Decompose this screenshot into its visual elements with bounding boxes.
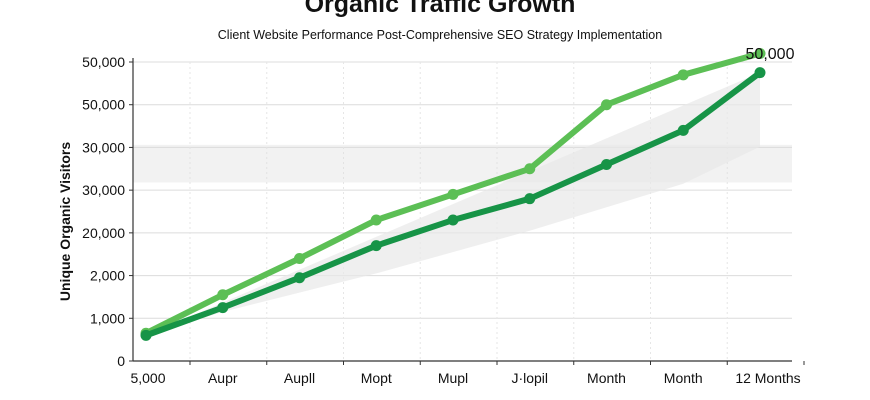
x-tick-label: Aupr bbox=[208, 370, 238, 386]
x-tick-label: Month bbox=[664, 370, 703, 386]
y-tick-label: 30,000 bbox=[82, 182, 125, 198]
data-point bbox=[677, 69, 689, 81]
y-tick-label: 50,000 bbox=[82, 54, 125, 70]
axes bbox=[129, 58, 805, 365]
data-point bbox=[601, 159, 612, 171]
y-tick-label: 50,000 bbox=[82, 97, 125, 113]
x-tick-label: J·lopil bbox=[511, 370, 548, 386]
data-point bbox=[370, 214, 382, 226]
data-point bbox=[217, 302, 229, 314]
y-tick-label: 20,000 bbox=[82, 225, 125, 241]
x-tick-label: 5,000 bbox=[130, 370, 165, 386]
x-tick-label: Aupll bbox=[284, 370, 315, 386]
annotation-label: 50,000 bbox=[746, 46, 795, 63]
data-point bbox=[140, 329, 152, 341]
x-tick-label: 12 Months bbox=[735, 370, 800, 386]
data-point bbox=[677, 124, 689, 136]
x-tick-label: Mupl bbox=[438, 370, 468, 386]
data-point bbox=[754, 67, 766, 79]
data-point bbox=[217, 289, 229, 301]
y-tick-label: 0 bbox=[117, 353, 125, 369]
data-point bbox=[294, 272, 305, 284]
axis-labels: 0 1,000 2,000 20,000 30,000 30,000 50,000 50,00… bbox=[82, 54, 801, 386]
chart-title: Organic Traffic Growth bbox=[304, 0, 576, 18]
data-point bbox=[524, 193, 536, 205]
y-axis-title: Unique Organic Visitors bbox=[57, 142, 73, 301]
y-tick-label: 1,000 bbox=[90, 310, 125, 326]
series-lines bbox=[140, 47, 766, 341]
data-point bbox=[601, 99, 612, 111]
data-point bbox=[754, 47, 766, 59]
x-tick-label: Mopt bbox=[361, 370, 392, 386]
chart-subtitle: Client Website Performance Post-Comprehe… bbox=[217, 28, 663, 42]
data-point bbox=[447, 188, 459, 200]
x-tick-label: Month bbox=[587, 370, 626, 386]
y-tick-label: 2,000 bbox=[90, 268, 125, 284]
data-point bbox=[294, 252, 305, 264]
background-shading bbox=[133, 72, 792, 336]
y-tick-label: 30,000 bbox=[82, 139, 125, 155]
data-point bbox=[370, 240, 382, 252]
data-point bbox=[447, 214, 459, 226]
data-point bbox=[524, 163, 536, 175]
projection-wedge bbox=[146, 72, 760, 336]
